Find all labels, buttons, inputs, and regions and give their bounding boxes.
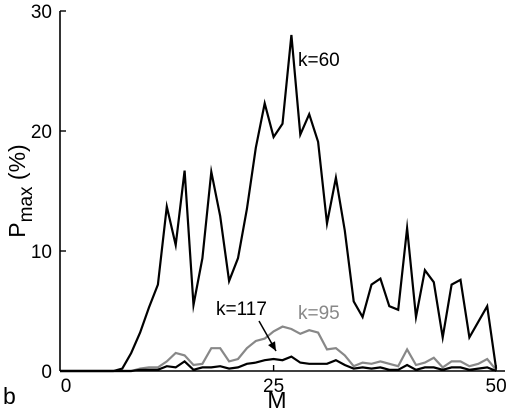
series-k60-line bbox=[60, 34, 498, 373]
x-tick-label: 50 bbox=[486, 376, 507, 397]
labels: 0 25 50 0 10 20 30 M Pmax (%) b k=60 k=95 k=117 bbox=[3, 2, 507, 412]
plot-area bbox=[60, 34, 498, 373]
x-tick-label: 25 bbox=[263, 376, 284, 397]
y-tick-label: 20 bbox=[31, 122, 52, 143]
annotation-k117: k=117 bbox=[216, 299, 267, 320]
x-tick-label: 0 bbox=[61, 376, 72, 397]
y-axis-title: Pmax (%) bbox=[4, 144, 37, 237]
panel-label: b bbox=[3, 383, 16, 409]
y-tick-label: 10 bbox=[31, 242, 52, 263]
x-axis-title: M bbox=[267, 387, 286, 412]
axes bbox=[59, 10, 505, 372]
annotation-k95: k=95 bbox=[298, 303, 340, 324]
y-tick-label: 30 bbox=[31, 2, 52, 23]
annotation-k60: k=60 bbox=[298, 50, 340, 71]
annotation-arrowhead bbox=[268, 341, 276, 351]
y-tick-label: 0 bbox=[41, 362, 52, 383]
